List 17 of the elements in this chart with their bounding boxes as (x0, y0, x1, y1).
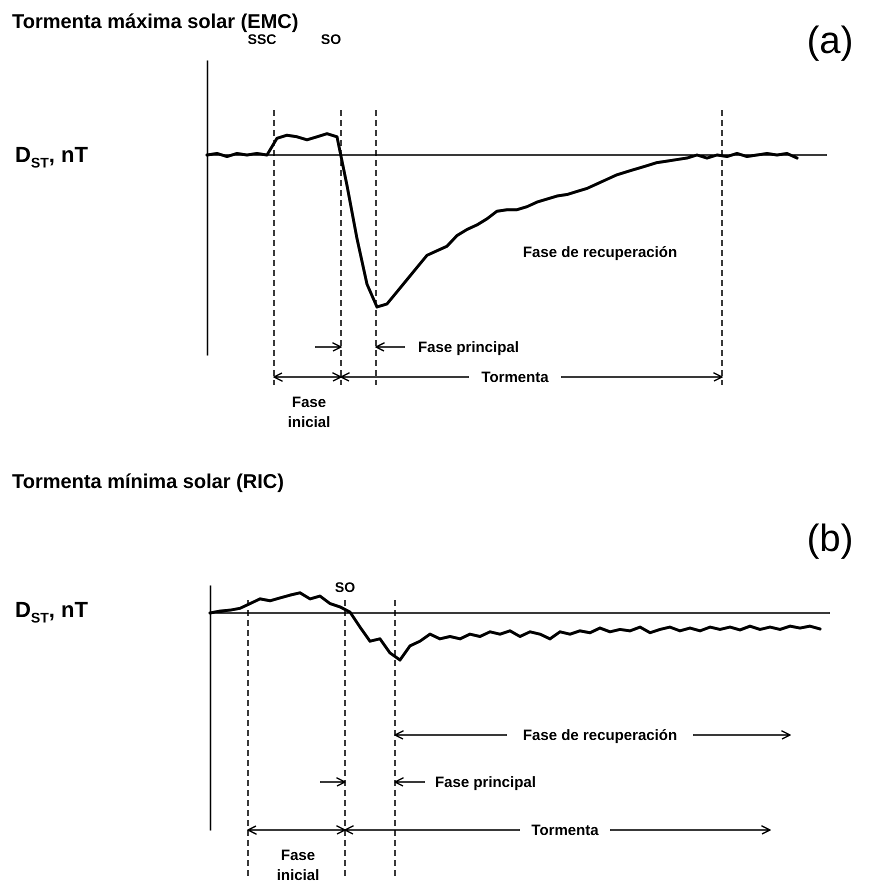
chart-title: Tormenta mínima solar (RIC) (12, 471, 284, 493)
text: Fase principal (418, 339, 519, 356)
chart-title: Tormenta máxima solar (EMC) (12, 11, 298, 33)
y-axis-title: D$_{ST}$, nT (15, 597, 88, 626)
text: Fase inicial (276, 847, 320, 884)
y-axis-title: D$_{ST}$, nT (15, 142, 88, 170)
annotation: Fase de recuperación (522, 244, 678, 261)
text: SSC (248, 31, 276, 47)
text: (b) (806, 518, 854, 560)
text: (a) (806, 20, 854, 62)
text: Fase principal (435, 774, 536, 791)
annotation: SO (334, 579, 356, 595)
text: Fase inicial (288, 394, 330, 431)
text: Tormenta (531, 822, 600, 839)
text: Fase de recuperación (522, 727, 678, 744)
text: Tormenta (481, 369, 550, 386)
text: SO (320, 31, 342, 47)
